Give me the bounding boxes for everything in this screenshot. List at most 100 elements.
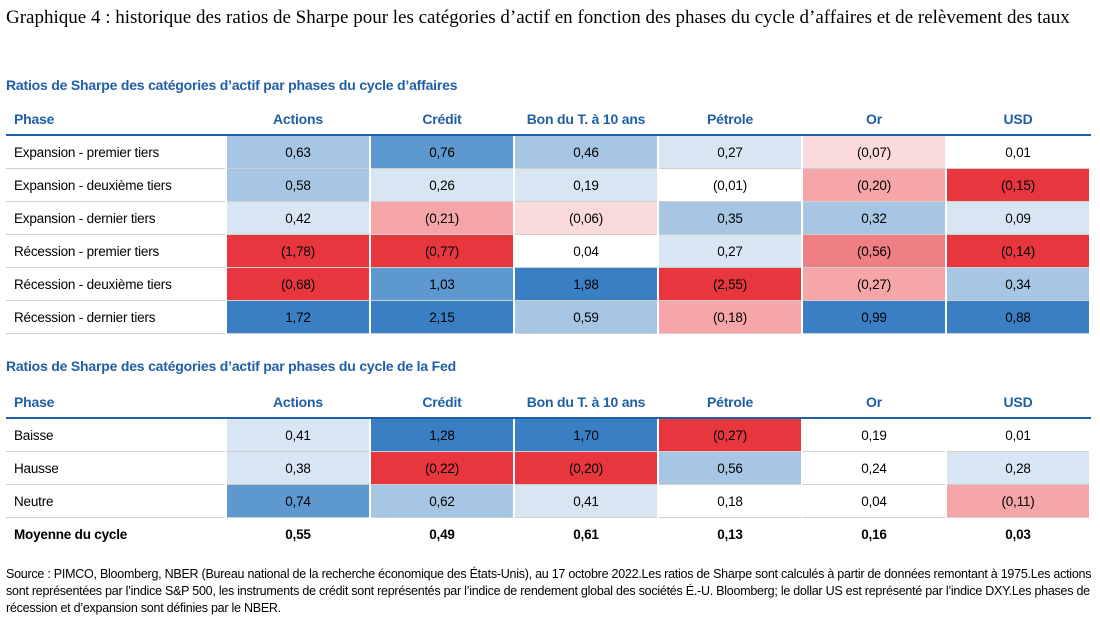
sharpe-value-cell: (0,18) [658, 300, 803, 334]
header-phase: Phase [6, 387, 226, 419]
sharpe-value-cell: 0,19 [514, 168, 659, 202]
sharpe-value-cell: 0,46 [514, 135, 659, 169]
sharpe-value-cell: 0,18 [658, 484, 803, 518]
row-phase-label: Expansion - premier tiers [6, 135, 227, 169]
sharpe-value-cell: (0,15) [946, 168, 1091, 202]
sharpe-value-cell: (0,20) [514, 451, 659, 485]
sharpe-value-cell: (0,27) [802, 267, 947, 301]
sharpe-value-cell: 0,74 [226, 484, 371, 518]
sharpe-value-cell: 0,63 [226, 135, 371, 169]
row-phase-label: Récession - premier tiers [6, 234, 227, 268]
page-title: Graphique 4 : historique des ratios de S… [6, 7, 1070, 28]
sharpe-value-cell: 0,76 [370, 135, 515, 169]
business-cycle-table: Phase Actions Crédit Bon du T. à 10 ans … [6, 104, 1091, 334]
header-actions: Actions [226, 387, 370, 419]
row-phase-label: Expansion - deuxième tiers [6, 168, 227, 202]
sharpe-value-cell: 0,88 [946, 300, 1091, 334]
sharpe-value-cell: 1,72 [226, 300, 371, 334]
row-phase-label: Expansion - dernier tiers [6, 201, 227, 235]
header-treasury: Bon du T. à 10 ans [514, 104, 658, 136]
table-row: Expansion - premier tiers 0,63 0,76 0,46 0,2… [6, 135, 1091, 169]
header-gold: Or [802, 104, 946, 136]
sharpe-value-cell: 0,41 [226, 418, 371, 452]
table-row: Neutre 0,74 0,62 0,41 0,18 0,04 (0,11) [6, 484, 1091, 518]
table2-header-row: Phase Actions Crédit Bon du T. à 10 ans … [6, 387, 1090, 419]
source-note: Source : PIMCO, Bloomberg, NBER (Bureau … [6, 567, 1092, 615]
header-phase: Phase [6, 104, 226, 136]
table1-section-title: Ratios de Sharpe des catégories d’actif … [6, 77, 458, 93]
sharpe-value-cell: 0,27 [658, 135, 803, 169]
sharpe-value-cell: 0,59 [514, 300, 659, 334]
sharpe-value-cell: 0,35 [658, 201, 803, 235]
sharpe-value-cell: (0,27) [658, 418, 803, 452]
sharpe-value-cell: (2,55) [658, 267, 803, 301]
table-row: Baisse 0,41 1,28 1,70 (0,27) 0,19 0,01 [6, 418, 1091, 452]
sharpe-value-cell: 0,04 [802, 484, 947, 518]
fed-cycle-table: Phase Actions Crédit Bon du T. à 10 ans … [6, 387, 1091, 550]
sharpe-value-cell: 0,09 [946, 201, 1091, 235]
header-credit: Crédit [370, 104, 514, 136]
average-value-cell: 0,13 [658, 517, 803, 550]
table-row: Récession - deuxième tiers (0,68) 1,03 1,98… [6, 267, 1091, 301]
table-row: Hausse 0,38 (0,22) (0,20) 0,56 0,24 0,28 [6, 451, 1091, 485]
sharpe-value-cell: (0,11) [946, 484, 1091, 518]
header-treasury: Bon du T. à 10 ans [514, 387, 658, 419]
sharpe-value-cell: 1,98 [514, 267, 659, 301]
row-phase-label: Neutre [6, 484, 227, 518]
average-value-cell: 0,16 [802, 517, 947, 550]
sharpe-value-cell: 0,27 [658, 234, 803, 268]
sharpe-value-cell: (0,20) [802, 168, 947, 202]
average-label: Moyenne du cycle [6, 517, 227, 550]
header-actions: Actions [226, 104, 370, 136]
sharpe-value-cell: 0,24 [802, 451, 947, 485]
row-phase-label: Baisse [6, 418, 227, 452]
row-phase-label: Récession - dernier tiers [6, 300, 227, 334]
average-value-cell: 0,55 [226, 517, 371, 550]
sharpe-value-cell: 0,58 [226, 168, 371, 202]
table-row: Récession - premier tiers (1,78) (0,77) 0,0… [6, 234, 1091, 268]
header-usd: USD [946, 387, 1090, 419]
sharpe-value-cell: 0,01 [946, 135, 1091, 169]
average-value-cell: 0,03 [946, 517, 1091, 550]
sharpe-value-cell: 0,38 [226, 451, 371, 485]
sharpe-value-cell: 1,70 [514, 418, 659, 452]
table-row: Expansion - deuxième tiers 0,58 0,26 0,19 (0… [6, 168, 1091, 202]
sharpe-value-cell: (0,22) [370, 451, 515, 485]
header-gold: Or [802, 387, 946, 419]
row-phase-label: Hausse [6, 451, 227, 485]
sharpe-value-cell: 0,19 [802, 418, 947, 452]
table-row: Récession - dernier tiers 1,72 2,15 0,59 (0,… [6, 300, 1091, 334]
header-oil: Pétrole [658, 104, 802, 136]
sharpe-value-cell: 0,34 [946, 267, 1091, 301]
sharpe-value-cell: 0,01 [946, 418, 1091, 452]
header-credit: Crédit [370, 387, 514, 419]
sharpe-value-cell: (0,14) [946, 234, 1091, 268]
sharpe-value-cell: (0,06) [514, 201, 659, 235]
sharpe-value-cell: 0,26 [370, 168, 515, 202]
table1-header-row: Phase Actions Crédit Bon du T. à 10 ans … [6, 104, 1090, 136]
average-value-cell: 0,49 [370, 517, 515, 550]
table2-section-title: Ratios de Sharpe des catégories d’actif … [6, 358, 456, 374]
sharpe-value-cell: 0,42 [226, 201, 371, 235]
sharpe-value-cell: 0,99 [802, 300, 947, 334]
sharpe-value-cell: (0,68) [226, 267, 371, 301]
sharpe-value-cell: 1,03 [370, 267, 515, 301]
row-phase-label: Récession - deuxième tiers [6, 267, 227, 301]
sharpe-value-cell: 0,56 [658, 451, 803, 485]
table-row: Expansion - dernier tiers 0,42 (0,21) (0,06… [6, 201, 1091, 235]
average-value-cell: 0,61 [514, 517, 659, 550]
sharpe-value-cell: 1,28 [370, 418, 515, 452]
sharpe-value-cell: (0,07) [802, 135, 947, 169]
sharpe-value-cell: 0,28 [946, 451, 1091, 485]
sharpe-value-cell: 2,15 [370, 300, 515, 334]
sharpe-value-cell: 0,41 [514, 484, 659, 518]
sharpe-value-cell: (0,77) [370, 234, 515, 268]
sharpe-value-cell: (0,01) [658, 168, 803, 202]
header-usd: USD [946, 104, 1090, 136]
cycle-average-row: Moyenne du cycle 0,55 0,49 0,61 0,13 0,16 0,03 [6, 517, 1091, 550]
sharpe-value-cell: 0,32 [802, 201, 947, 235]
sharpe-value-cell: (1,78) [226, 234, 371, 268]
sharpe-value-cell: 0,62 [370, 484, 515, 518]
sharpe-value-cell: (0,56) [802, 234, 947, 268]
sharpe-value-cell: 0,04 [514, 234, 659, 268]
